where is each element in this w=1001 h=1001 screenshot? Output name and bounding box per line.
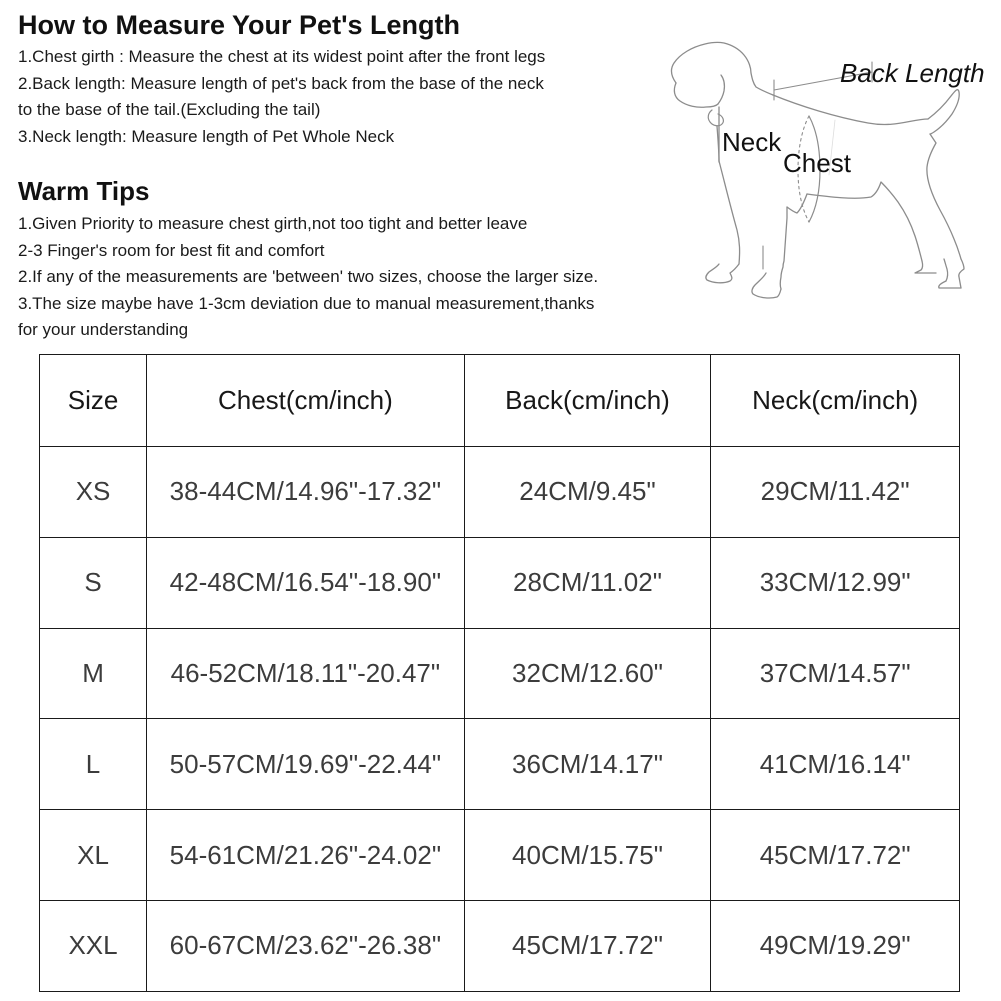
svg-text:Back Length: Back Length	[840, 58, 985, 88]
svg-text:Neck: Neck	[722, 127, 782, 157]
svg-text:Chest: Chest	[783, 148, 852, 178]
